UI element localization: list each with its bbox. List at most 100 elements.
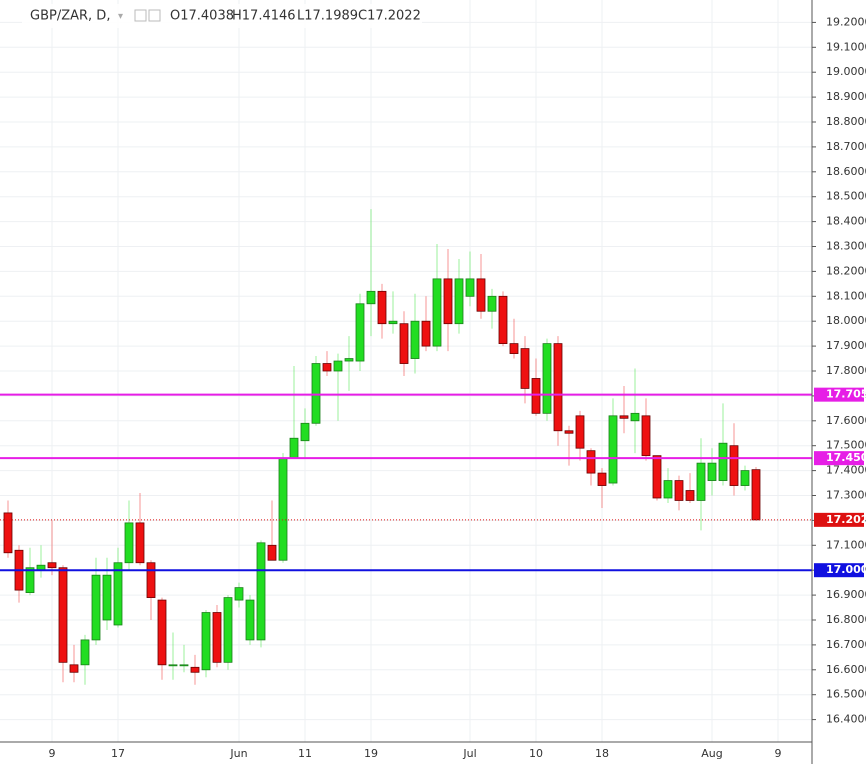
candle-body <box>70 665 78 672</box>
x-tick-label: 19 <box>364 747 378 760</box>
candle-body <box>598 473 606 485</box>
price-tag-label: 17.2022 <box>826 513 866 526</box>
legend-value: O17.4038 <box>170 9 234 24</box>
candle-body <box>158 600 166 665</box>
y-tick-label: 19.0000 <box>826 65 866 78</box>
candle-body <box>191 667 199 672</box>
candle-body <box>532 378 540 413</box>
x-tick-label: 17 <box>111 747 125 760</box>
x-tick-label: Aug <box>701 747 722 760</box>
candle-body <box>4 513 12 553</box>
price-tag-label: 17.0000 <box>826 563 866 576</box>
candle-body <box>620 416 628 418</box>
y-tick-label: 16.7000 <box>826 638 866 651</box>
candle-body <box>345 359 353 361</box>
y-tick-label: 17.4000 <box>826 464 866 477</box>
candle-body <box>752 470 760 520</box>
candle-body <box>268 545 276 560</box>
candle-body <box>114 563 122 625</box>
y-tick-label: 17.1000 <box>826 538 866 551</box>
dropdown-arrow[interactable]: ▾ <box>118 11 123 22</box>
candle-body <box>103 575 111 620</box>
y-tick-label: 16.8000 <box>826 613 866 626</box>
x-tick-label: Jul <box>462 747 476 760</box>
candle-body <box>224 598 232 663</box>
candle-body <box>147 563 155 598</box>
candle-body <box>279 458 287 560</box>
legend-value: H17.4146 <box>232 9 296 24</box>
candle-body <box>499 296 507 343</box>
x-tick-label: 10 <box>529 747 543 760</box>
y-tick-label: 16.5000 <box>826 688 866 701</box>
candle-body <box>356 304 364 361</box>
y-tick-label: 17.3000 <box>826 488 866 501</box>
y-tick-label: 17.9000 <box>826 339 866 352</box>
x-tick-label: 18 <box>595 747 609 760</box>
candle-body <box>433 279 441 346</box>
candle-body <box>543 344 551 414</box>
y-tick-label: 18.5000 <box>826 190 866 203</box>
candle-body <box>653 456 661 498</box>
y-tick-label: 18.2000 <box>826 264 866 277</box>
candle-body <box>741 471 749 486</box>
y-tick-label: 18.9000 <box>826 90 866 103</box>
candle-body <box>400 324 408 364</box>
y-tick-label: 18.1000 <box>826 289 866 302</box>
candle-body <box>587 451 595 473</box>
candle-body <box>686 491 694 501</box>
candle-body <box>466 279 474 296</box>
candle-body <box>411 321 419 358</box>
y-tick-label: 17.5000 <box>826 439 866 452</box>
candle-body <box>631 413 639 420</box>
y-tick-label: 18.7000 <box>826 140 866 153</box>
candle-body <box>488 296 496 311</box>
y-tick-label: 18.4000 <box>826 215 866 228</box>
candle-body <box>565 431 573 433</box>
x-tick-label: 9 <box>49 747 56 760</box>
candle-body <box>708 463 716 480</box>
candle-body <box>213 613 221 663</box>
candle-body <box>290 438 298 458</box>
candle-body <box>26 568 34 593</box>
candle-body <box>367 291 375 303</box>
candle-body <box>323 364 331 371</box>
candle-body <box>125 523 133 563</box>
candle-body <box>609 416 617 483</box>
candle-body <box>235 588 243 600</box>
candle-body <box>554 344 562 431</box>
candle-body <box>389 321 397 323</box>
y-tick-label: 18.0000 <box>826 314 866 327</box>
x-tick-label: 11 <box>298 747 312 760</box>
symbol: GBP/ZAR, D, <box>30 9 110 24</box>
candle-body <box>334 361 342 371</box>
y-tick-label: 17.8000 <box>826 364 866 377</box>
candle-body <box>455 279 463 324</box>
candle-body <box>730 446 738 486</box>
candle-body <box>136 523 144 563</box>
y-tick-label: 18.6000 <box>826 165 866 178</box>
candle-body <box>576 416 584 448</box>
candle-body <box>169 665 177 666</box>
candle-body <box>510 344 518 354</box>
candle-body <box>180 665 188 666</box>
candle-body <box>81 640 89 665</box>
y-tick-label: 19.2000 <box>826 15 866 28</box>
candle-body <box>257 543 265 640</box>
y-tick-label: 19.1000 <box>826 40 866 53</box>
candle-body <box>719 443 727 480</box>
candle-body <box>444 279 452 324</box>
price-tag-label: 17.7050 <box>826 388 866 401</box>
candle-body <box>642 416 650 456</box>
candle-body <box>92 575 100 640</box>
price-tag-label: 17.4500 <box>826 451 866 464</box>
x-tick-label: 9 <box>775 747 782 760</box>
y-tick-label: 17.6000 <box>826 414 866 427</box>
candle-body <box>246 600 254 640</box>
legend-value: C17.2022 <box>358 9 421 24</box>
y-tick-label: 16.6000 <box>826 663 866 676</box>
candle-body <box>301 423 309 440</box>
candle-body <box>675 481 683 501</box>
